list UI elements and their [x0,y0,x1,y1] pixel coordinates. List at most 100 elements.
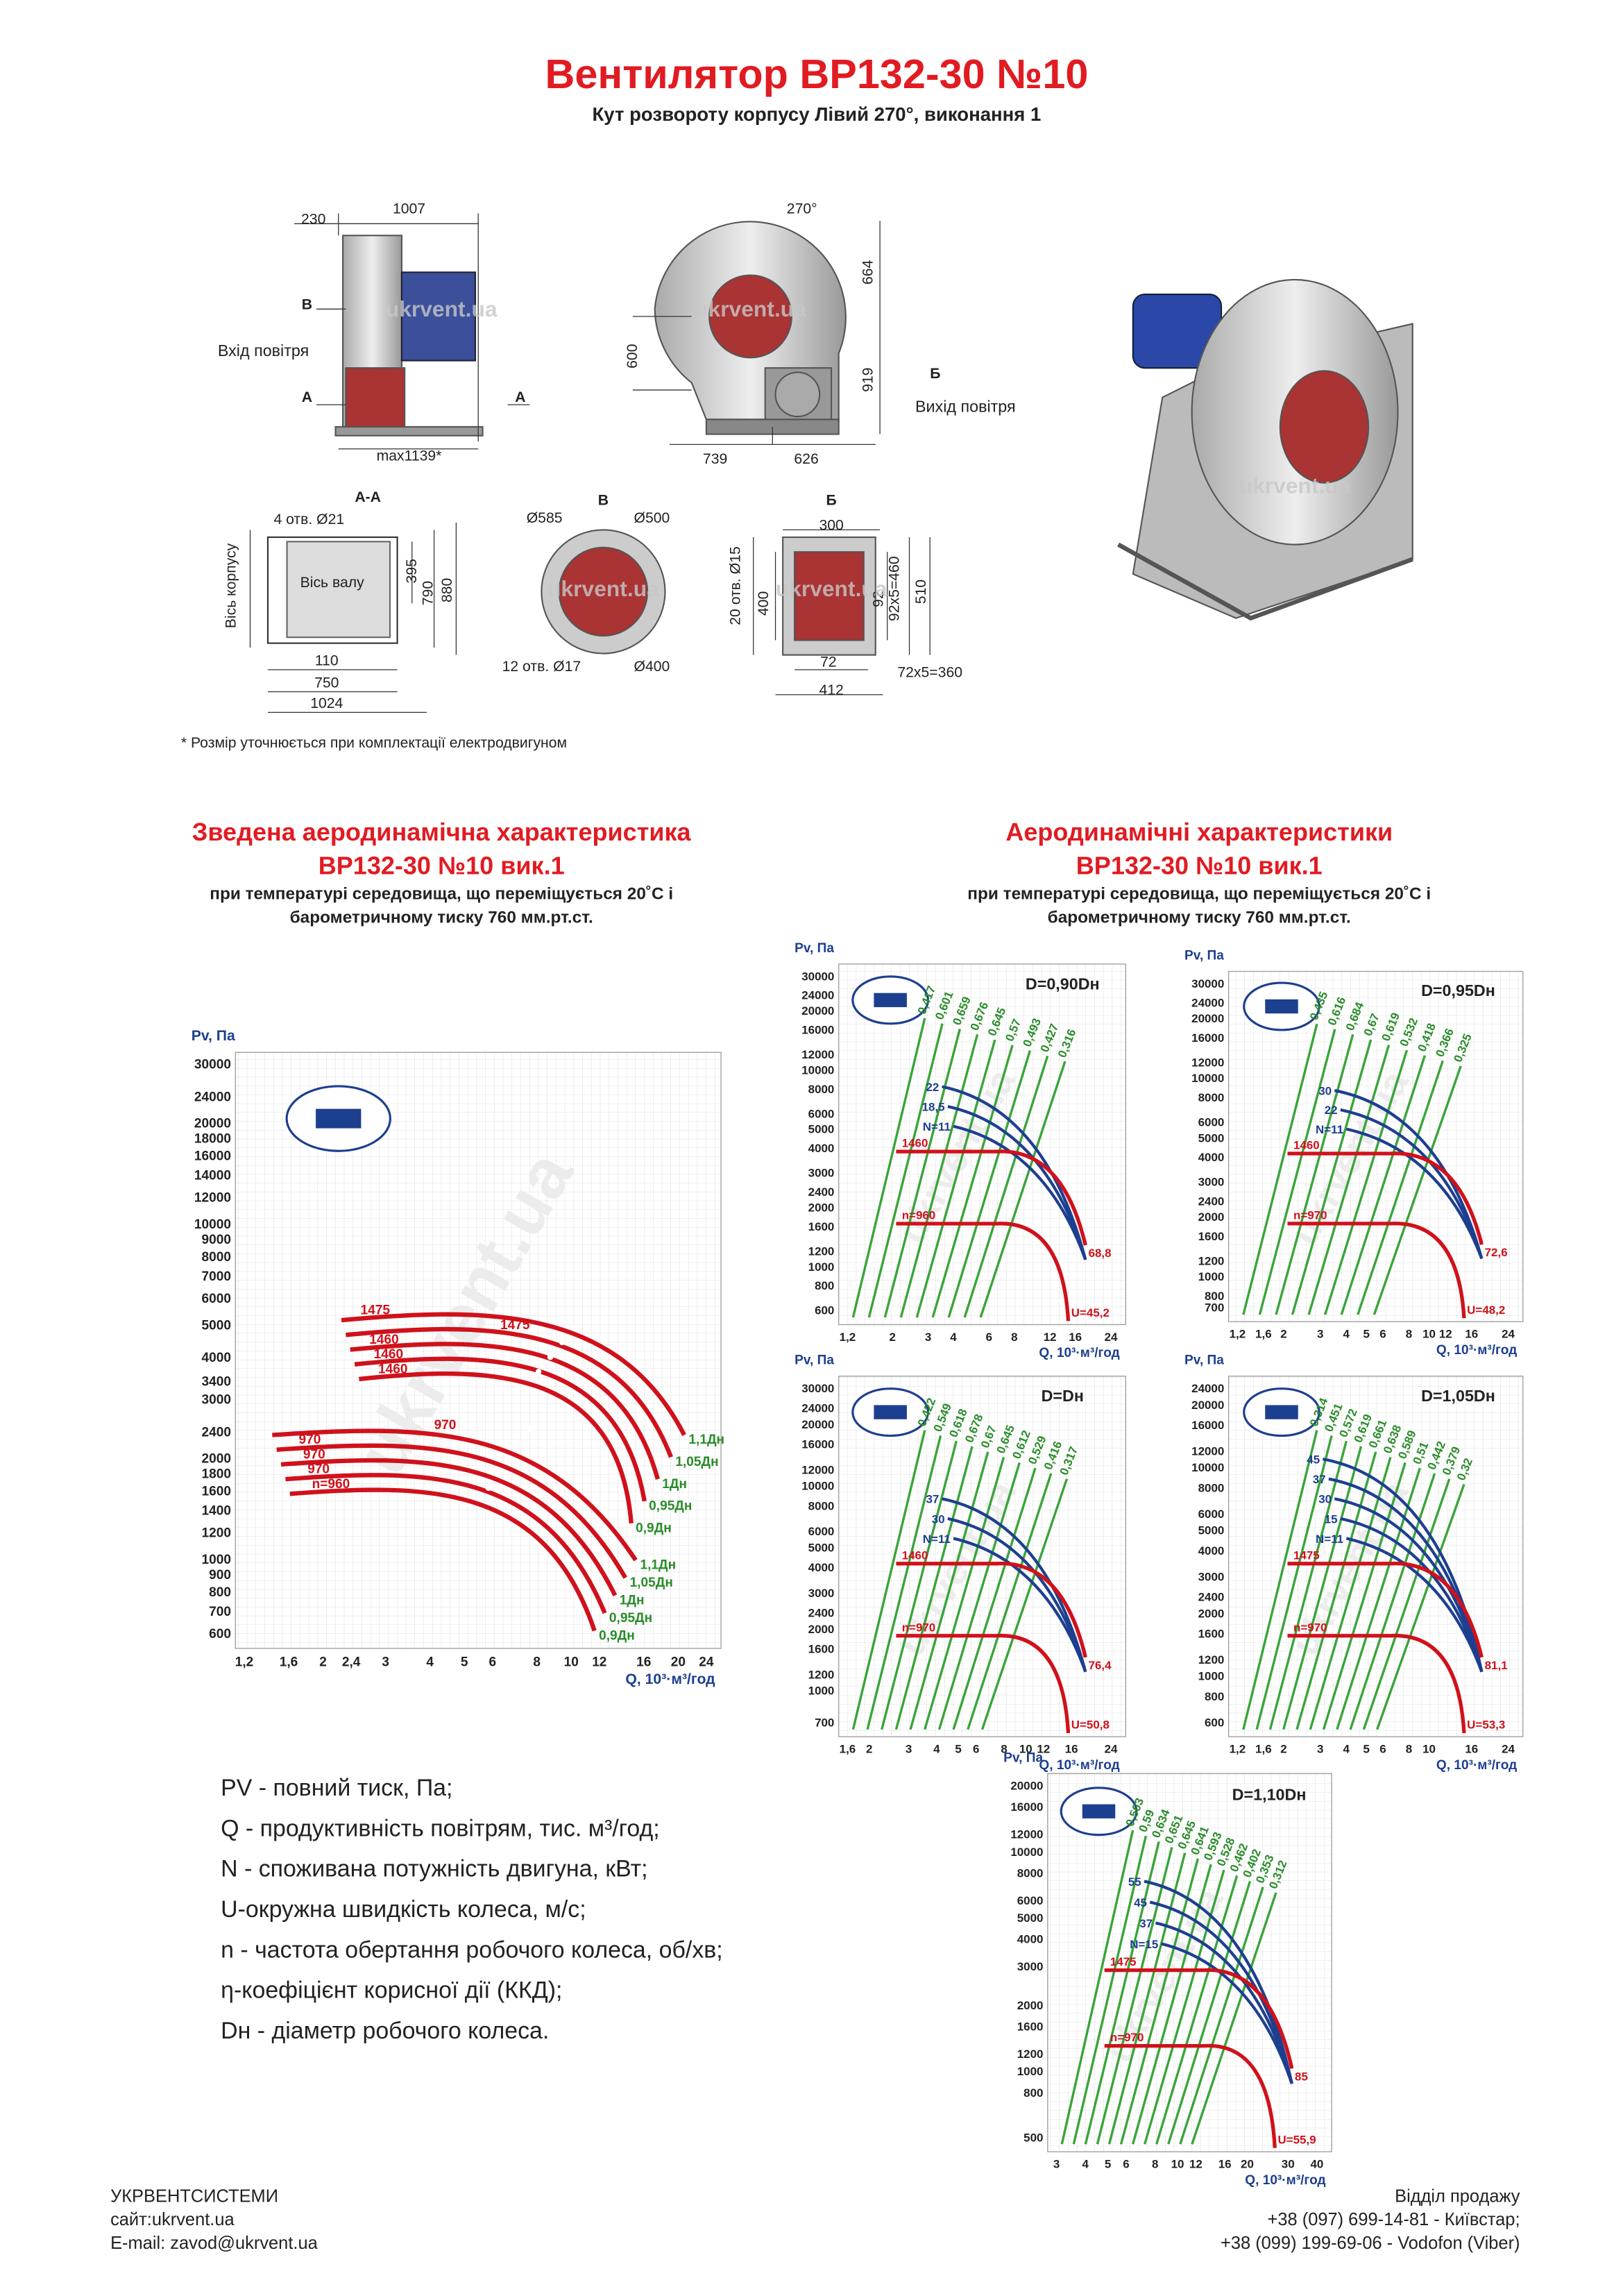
y-tick-label: 800 [1205,1690,1224,1703]
end-label: U=45,2 [1071,1306,1110,1319]
power-label: 30 [1318,1493,1332,1506]
y-tick-label: 10000 [801,1480,834,1493]
power-curve [953,1537,1087,1673]
efficiency-line [909,1451,989,1730]
efficiency-line [1242,1023,1318,1315]
power-label: 55 [1128,1875,1141,1889]
x-tick-label: 6 [1379,1743,1386,1756]
point [506,1455,512,1462]
speed-curve [896,1634,1071,1734]
x-tick-label: 1,6 [280,1655,298,1669]
y-tick-label: 3000 [202,1393,231,1408]
x-tick-label: 2 [889,1331,895,1344]
x-tick-label: 3 [906,1743,912,1756]
dim: Ø585 [527,510,563,526]
efficiency-line [937,1462,1021,1730]
x-tick-label: 8 [1152,2158,1158,2171]
y-tick-label: 1600 [808,1642,835,1655]
curve [289,1487,597,1632]
y-tick-label: 800 [1205,1290,1224,1303]
efficiency-line [1282,1446,1363,1730]
y-tick-label: 1600 [1017,2020,1044,2034]
y-tick-label: 3000 [1198,1570,1225,1583]
logo [1265,999,1298,1014]
power-label: 45 [1307,1453,1320,1467]
curve [350,1342,660,1480]
fan-3d-view [1117,278,1413,621]
x-tick-label: 8 [533,1655,541,1669]
x-tick-label: 16 [1218,2158,1232,2171]
y-tick-label: 5000 [808,1123,835,1136]
y-tick-label: 6000 [1198,1116,1225,1129]
point [559,1339,566,1346]
x-tick-label: 3 [1053,2158,1060,2171]
x-tick-label: 2 [1280,1743,1286,1756]
x-tick-label: 3 [1317,1743,1323,1756]
efficiency-line [963,1055,1049,1318]
y-tick-label: 8000 [1198,1091,1225,1104]
y-tick-label: 16000 [1191,1419,1224,1432]
dim: В [302,296,312,312]
y-tick-label: 10000 [1191,1072,1224,1085]
dim: Б [930,366,940,382]
x-tick-label: 3 [382,1655,389,1669]
y-tick-label: 16000 [801,1024,834,1037]
y-tick-label: 6000 [808,1525,835,1538]
plot-area [1047,1773,1332,2152]
power-label: N=11 [1316,1533,1343,1546]
y-tick-label: 10000 [1010,1846,1043,1859]
footer: УКРВЕНТСИСТЕМИ [110,2186,278,2206]
y-axis-label: Pv, Па [1184,949,1224,963]
power-label: 22 [926,1081,939,1094]
dim: 4 отв. Ø21 [273,512,344,527]
x-tick-label: 4 [1082,2158,1089,2171]
x-tick-label: 1,6 [840,1743,856,1756]
x-tick-label: 6 [488,1655,496,1669]
y-tick-label: 2000 [202,1452,231,1467]
point [516,1440,522,1447]
section-title: А-А [355,489,381,505]
x-tick-label: 24 [1502,1743,1515,1756]
y-tick-label: 2400 [808,1185,835,1199]
y-tick-label: 2000 [808,1201,835,1214]
y-tick-label: 1200 [1017,2048,1044,2061]
x-tick-label: 30 [1282,2158,1295,2171]
x-tick-label: 10 [1422,1328,1436,1341]
x-tick-label: 5 [1105,2158,1111,2171]
efficiency-line [1307,1045,1391,1315]
x-tick-label: 2,4 [342,1655,361,1669]
power-curve [942,1497,1087,1673]
speed-curve [1104,2043,1277,2148]
x-tick-label: 8 [1011,1331,1017,1344]
efficiency-line [1362,1478,1451,1730]
efficiency-line [980,1478,1069,1730]
y-tick-label: 7000 [202,1269,231,1284]
diameter-label: 0,9Дн [636,1521,672,1535]
y-tick-label: 5000 [1198,1131,1225,1145]
view-b [753,529,931,695]
x-tick-label: 24 [1502,1328,1515,1341]
y-tick-label: 8000 [1198,1481,1225,1494]
y-tick-label: 600 [209,1627,231,1641]
y-tick-label: 12000 [1191,1444,1224,1458]
efficiency-line [883,1029,961,1318]
logo [316,1108,362,1129]
efficiency-line [1295,1451,1377,1730]
power-curve [1345,1537,1484,1673]
dim: 20 отв. Ø15 [728,546,744,625]
x-tick-label: 1,2 [1230,1328,1246,1341]
x-axis-label: Q, 10³·м³/год [625,1671,715,1687]
dim: 400 [756,591,772,616]
y-tick-label: 800 [815,1279,834,1292]
efficiency-line [1167,1881,1252,2145]
y-tick-label: 1600 [202,1484,231,1499]
efficiency-line [1275,1033,1354,1315]
speed-curve [1287,1634,1466,1734]
power-curve [953,1124,1087,1260]
power-label: 15 [1325,1512,1338,1526]
efficiency-line [1242,1430,1318,1730]
y-tick-label: 9000 [202,1233,231,1247]
x-tick-label: 16 [1465,1328,1478,1341]
y-tick-label: 4000 [1198,1151,1225,1164]
